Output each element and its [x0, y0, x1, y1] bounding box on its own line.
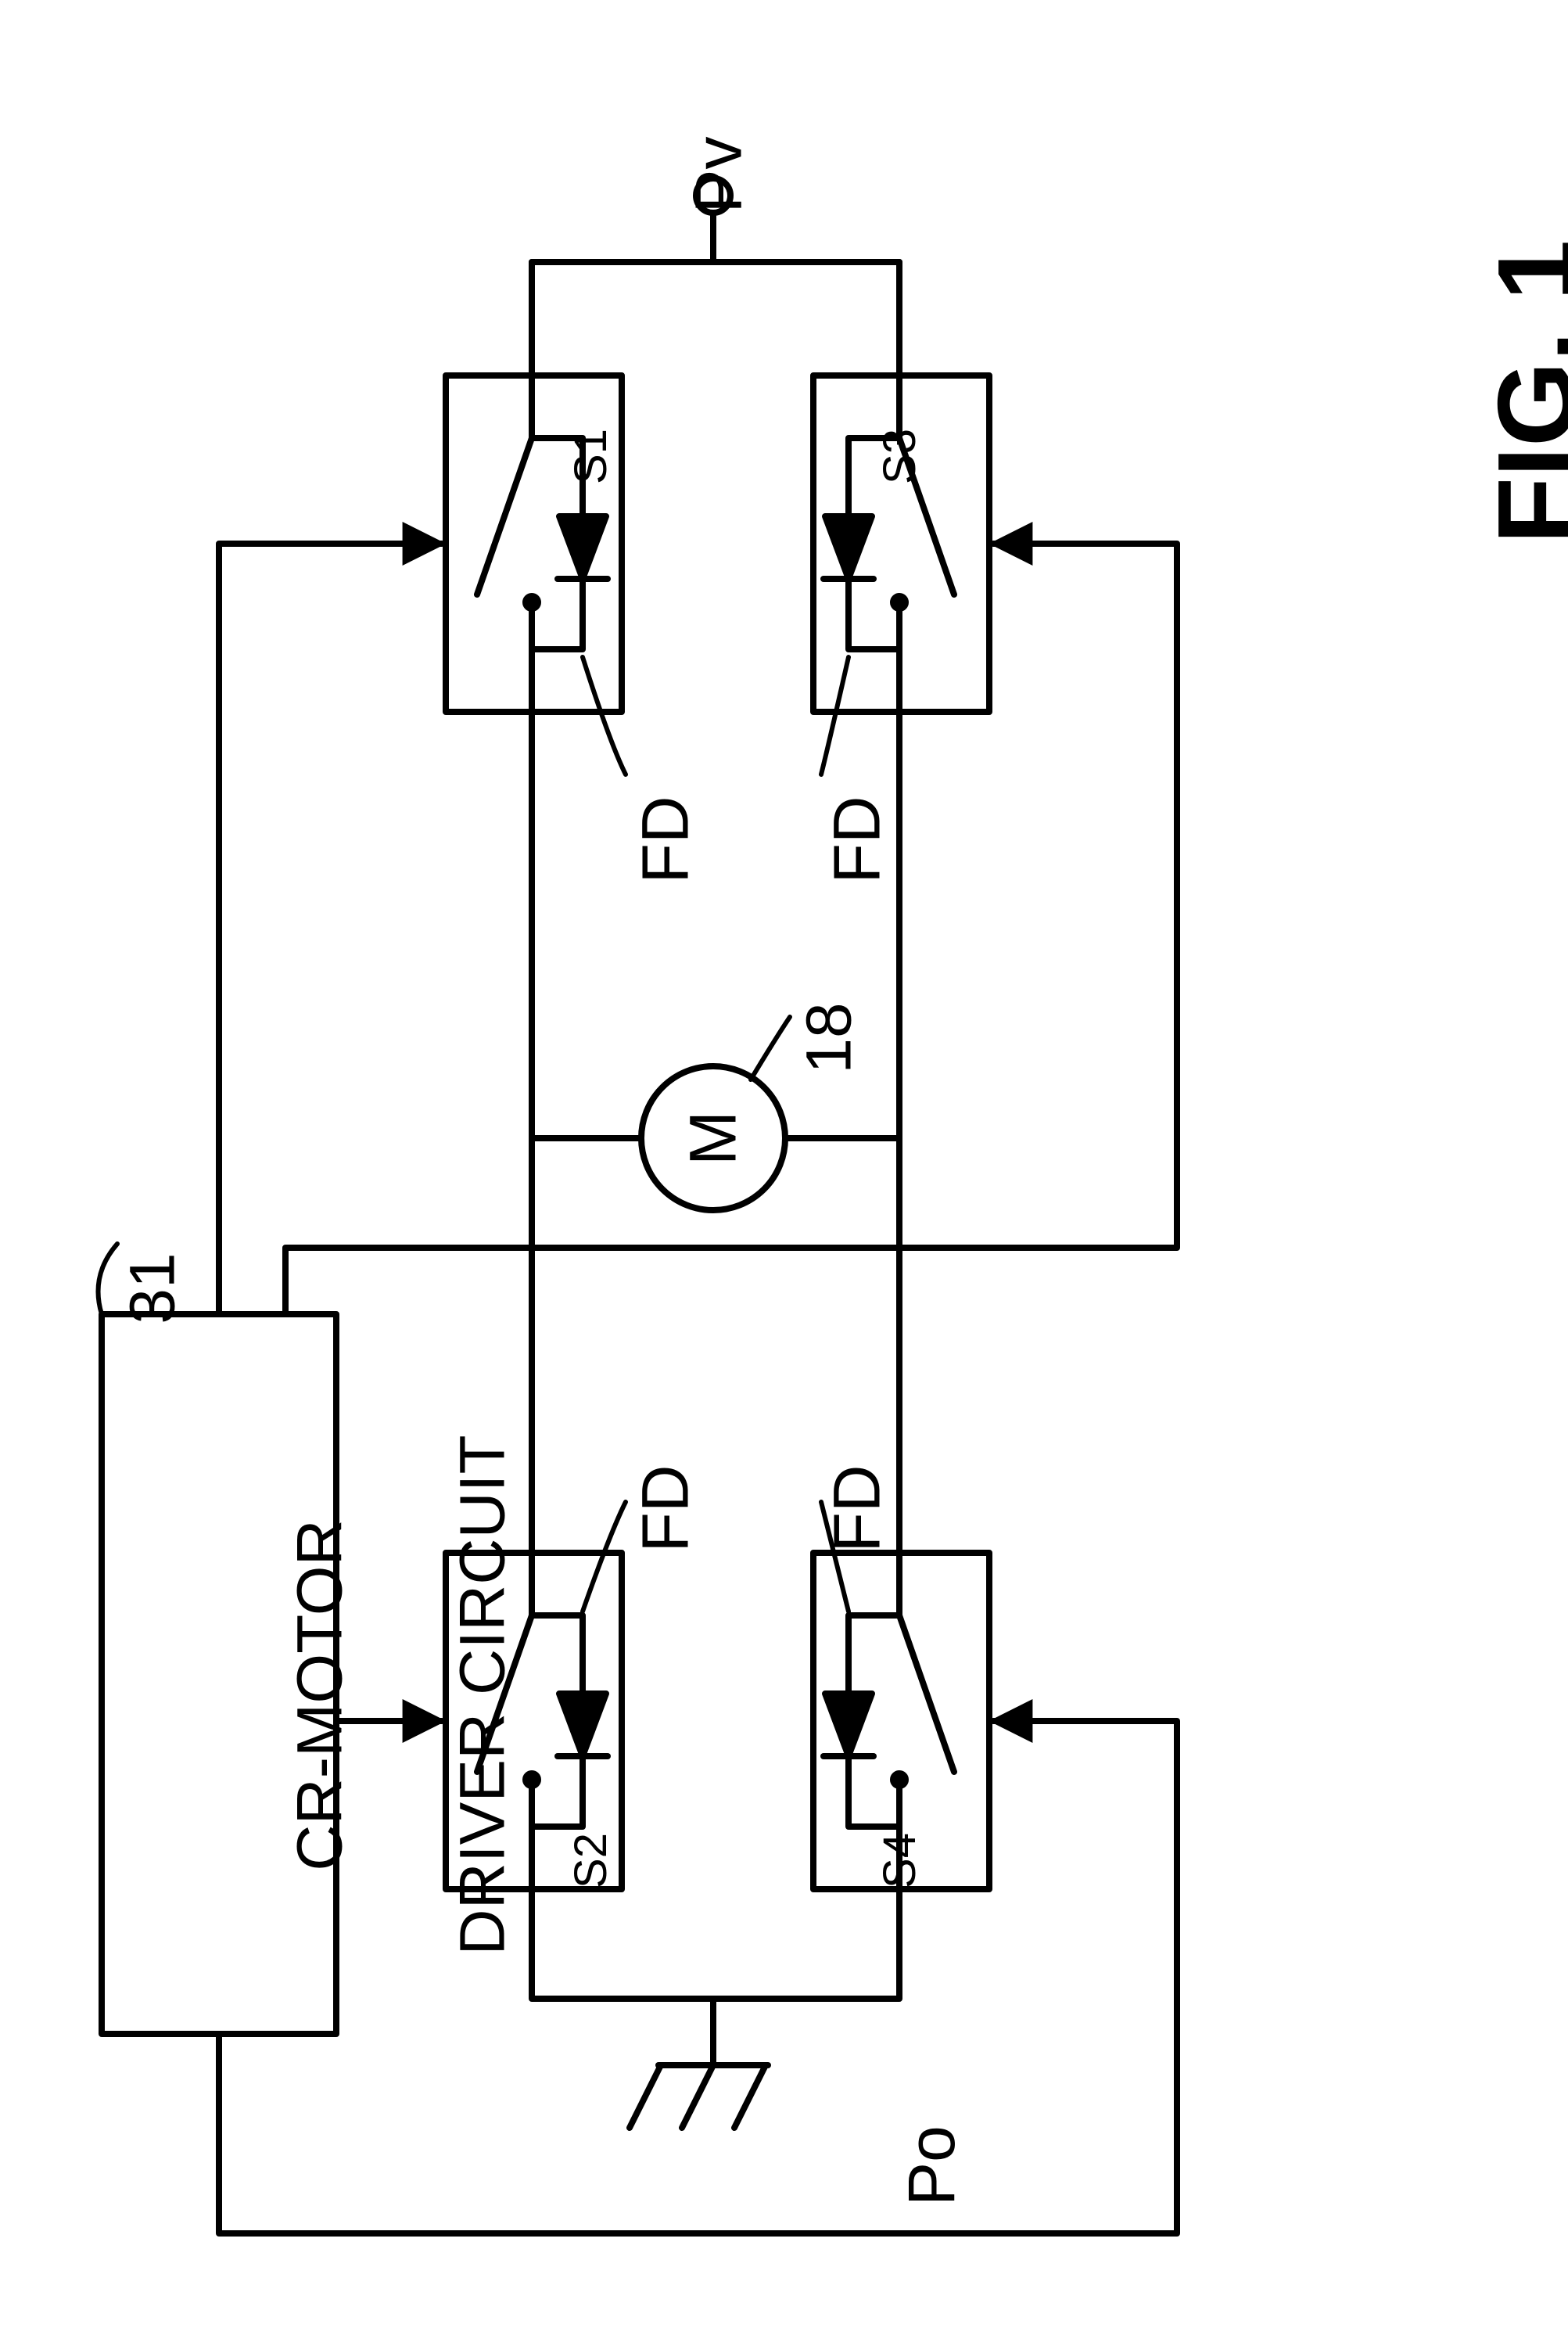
top-rail — [532, 213, 899, 262]
ctrl-s3 — [285, 544, 1177, 1314]
bottom-rail — [532, 1889, 899, 2065]
motor-circle — [641, 1066, 785, 1210]
switch-s2 — [477, 1553, 608, 1889]
switch-s1 — [477, 375, 608, 712]
ground-symbol — [630, 2065, 768, 2128]
ctrl-s1 — [219, 544, 442, 1314]
fd-leader-s3 — [821, 657, 849, 774]
motor-leader — [751, 1017, 790, 1080]
switch-s4 — [823, 1553, 954, 1889]
ctrl-s4 — [219, 1721, 1177, 2233]
switch-s3 — [823, 375, 954, 712]
driver-block — [102, 1314, 336, 2034]
driver-leader — [99, 1244, 118, 1314]
circuit-diagram — [0, 0, 1568, 2339]
pv-terminal — [696, 178, 730, 213]
fd-leader-s4 — [821, 1502, 849, 1611]
